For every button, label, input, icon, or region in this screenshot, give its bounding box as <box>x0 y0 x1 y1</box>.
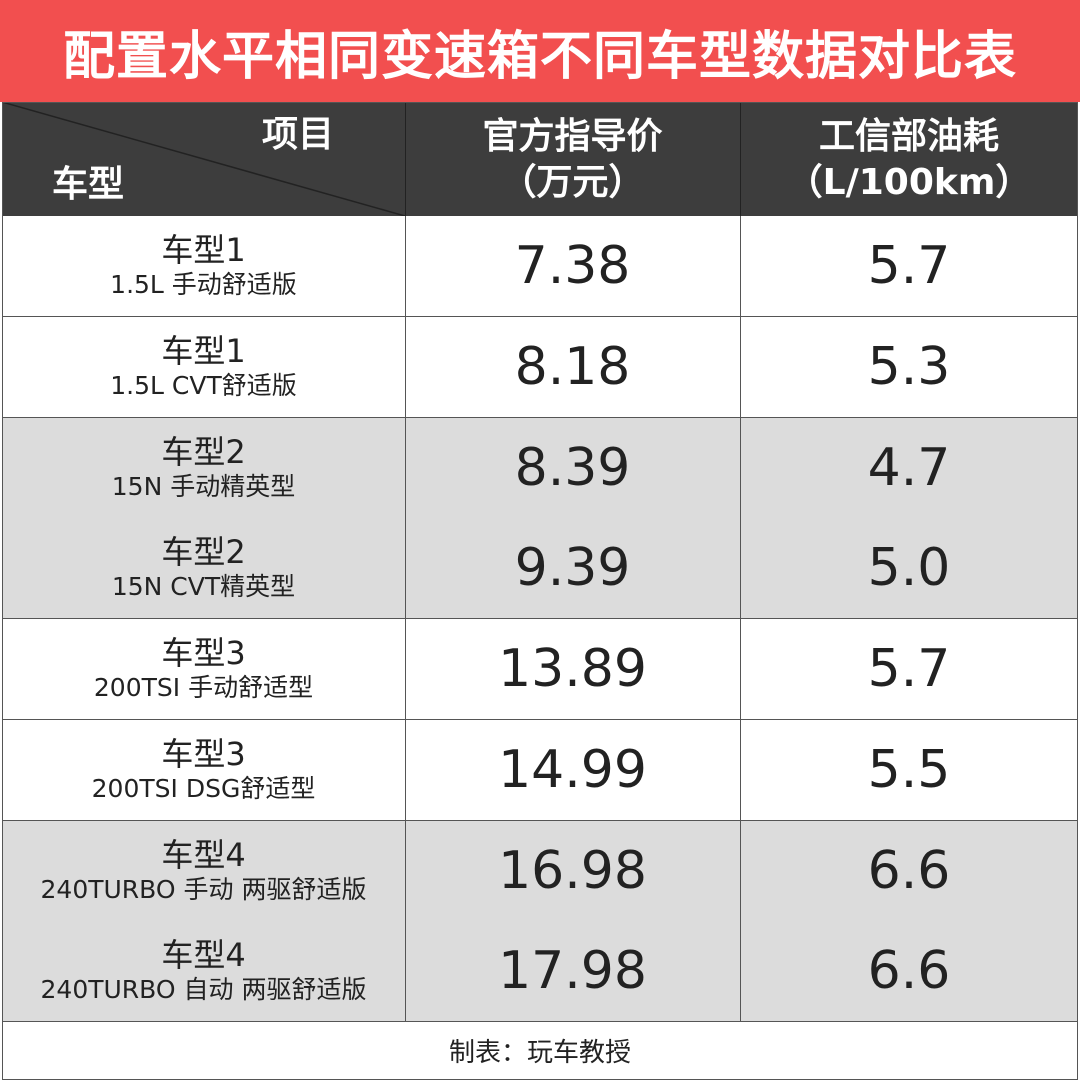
header-fuel-unit: （L/100km） <box>786 162 1032 203</box>
price-cell: 14.99 <box>405 719 741 820</box>
footer: 制表：玩车教授 <box>2 1022 1078 1080</box>
header-price: 官方指导价 （万元） <box>405 114 740 206</box>
model-cell: 车型2 15N CVT精英型 <box>2 518 406 619</box>
model-name: 车型1 <box>161 331 246 370</box>
price-cell: 8.39 <box>405 417 741 518</box>
model-variant: 240TURBO 手动 两驱舒适版 <box>40 874 367 904</box>
title: 配置水平相同变速箱不同车型数据对比表 <box>0 0 1080 102</box>
model-name: 车型4 <box>161 936 246 975</box>
model-name: 车型1 <box>161 231 246 269</box>
model-cell: 车型4 240TURBO 手动 两驱舒适版 <box>2 820 406 921</box>
header-fuel: 工信部油耗 （L/100km） <box>740 114 1078 206</box>
table-row: 车型3 200TSI 手动舒适型 13.89 5.7 <box>2 619 1078 720</box>
fuel-cell: 6.6 <box>867 941 951 1002</box>
diagonal <box>2 102 405 216</box>
table-header: 项目 车型 官方指导价 （万元） 工信部油耗 （L/100km） <box>2 102 1078 216</box>
price-cell: 16.98 <box>405 820 741 921</box>
model-variant: 15N 手动精英型 <box>111 471 296 501</box>
header-price-label: 官方指导价 <box>482 116 663 157</box>
fuel-cell: 5.0 <box>867 538 951 599</box>
price-cell: 9.39 <box>405 518 741 619</box>
fuel-cell: 6.6 <box>867 840 951 901</box>
price-cell: 13.89 <box>405 619 741 719</box>
header-fuel-label: 工信部油耗 <box>818 116 999 157</box>
header-item: 项目 <box>262 114 335 155</box>
model-variant: 1.5L CVT舒适版 <box>110 370 297 400</box>
table-row: 车型4 240TURBO 自动 两驱舒适版 17.98 6.6 <box>2 921 1078 1023</box>
header-model: 车型 <box>52 164 125 205</box>
model-cell: 车型1 1.5L 手动舒适版 <box>2 216 406 316</box>
model-variant: 1.5L 手动舒适版 <box>110 270 297 299</box>
fuel-cell: 5.3 <box>867 336 951 397</box>
model-name: 车型4 <box>161 835 246 874</box>
table-row: 车型3 200TSI DSG舒适型 14.99 5.5 <box>2 719 1078 821</box>
model-variant: 200TSI DSG舒适型 <box>91 773 316 803</box>
table-row: 车型2 15N CVT精英型 9.39 5.0 <box>2 518 1078 620</box>
fuel-cell: 5.5 <box>867 739 951 800</box>
table-row: 车型4 240TURBO 手动 两驱舒适版 16.98 6.6 <box>2 820 1078 922</box>
price-cell: 17.98 <box>405 921 741 1022</box>
model-name: 车型2 <box>161 432 246 471</box>
model-cell: 车型3 200TSI DSG舒适型 <box>2 719 406 820</box>
fuel-cell: 4.7 <box>867 437 951 498</box>
model-name: 车型3 <box>161 634 246 672</box>
price-cell: 8.18 <box>405 316 741 417</box>
table-row: 车型2 15N 手动精英型 8.39 4.7 <box>2 417 1078 519</box>
model-cell: 车型3 200TSI 手动舒适型 <box>2 619 406 719</box>
model-variant: 240TURBO 自动 两驱舒适版 <box>40 975 367 1005</box>
header-price-unit: （万元） <box>500 162 645 203</box>
model-variant: 200TSI 手动舒适型 <box>93 673 314 702</box>
fuel-cell: 5.7 <box>867 639 951 699</box>
model-name: 车型2 <box>161 533 246 572</box>
model-cell: 车型1 1.5L CVT舒适版 <box>2 316 406 417</box>
fuel-cell: 5.7 <box>867 236 951 296</box>
table-row: 车型1 1.5L CVT舒适版 8.18 5.3 <box>2 316 1078 418</box>
model-name: 车型3 <box>161 734 246 773</box>
model-cell: 车型2 15N 手动精英型 <box>2 417 406 518</box>
model-variant: 15N CVT精英型 <box>111 572 296 602</box>
model-cell: 车型4 240TURBO 自动 两驱舒适版 <box>2 921 406 1022</box>
price-cell: 7.38 <box>405 216 741 316</box>
table-row: 车型1 1.5L 手动舒适版 7.38 5.7 <box>2 216 1078 317</box>
